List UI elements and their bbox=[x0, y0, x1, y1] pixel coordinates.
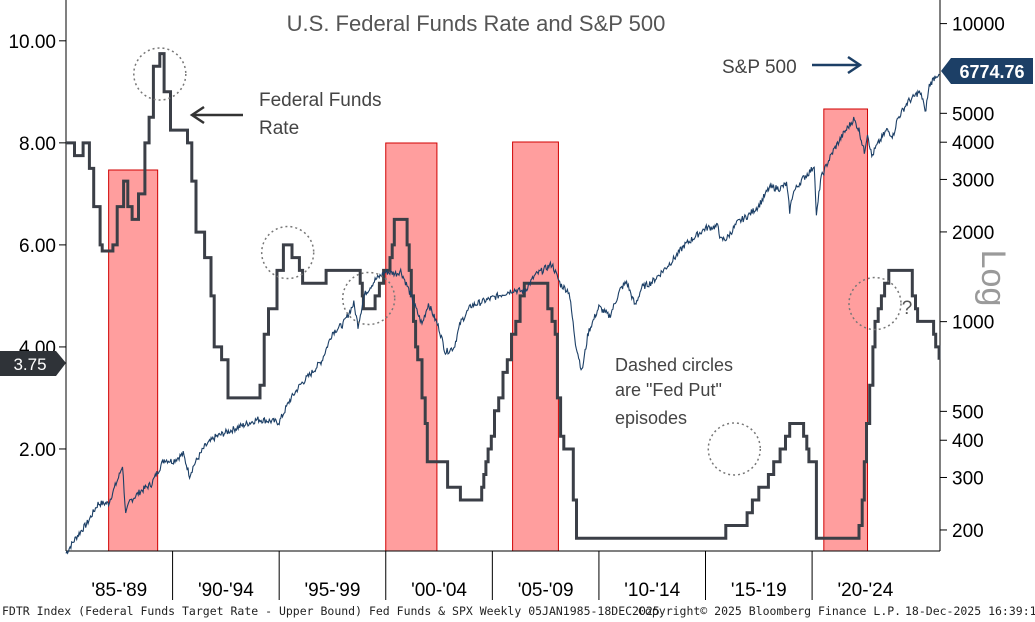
right-tick-label: 4000 bbox=[952, 133, 994, 154]
right-tick-label: 5000 bbox=[952, 104, 994, 125]
annotation-note-line3: episodes bbox=[615, 408, 687, 428]
left-tick-label: 2.00 bbox=[19, 440, 56, 461]
fed-put-circles bbox=[133, 47, 902, 476]
annotation-arrow-right-icon bbox=[812, 55, 863, 75]
left-tick-label: 8.00 bbox=[19, 134, 56, 155]
fed-put-circle bbox=[707, 422, 762, 476]
x-tick-label: '85-'89 bbox=[91, 580, 147, 600]
left-tick-label: 6.00 bbox=[19, 236, 56, 257]
fed-put-circle bbox=[133, 47, 187, 101]
annotation-fed-funds-line1: Federal Funds bbox=[259, 90, 382, 111]
x-tick-label: '20-'24 bbox=[837, 580, 893, 600]
chart-title: U.S. Federal Funds Rate and S&P 500 bbox=[287, 11, 666, 36]
plot-frame bbox=[65, 0, 941, 552]
x-tick-label: '05-'09 bbox=[518, 580, 574, 600]
current-spx-tag: 6774.76 bbox=[941, 58, 1033, 84]
x-tick-label: '90-'94 bbox=[198, 580, 254, 600]
right-tick-label: 10000 bbox=[952, 15, 1005, 36]
recession-band bbox=[823, 108, 869, 552]
fed-put-circle bbox=[341, 271, 396, 326]
annotation-note-line1: Dashed circles bbox=[615, 355, 733, 375]
right-tick-label: 2000 bbox=[952, 223, 994, 244]
right-tick-label: 300 bbox=[952, 468, 984, 489]
recession-band bbox=[385, 142, 438, 552]
x-tick-label: '15-'19 bbox=[731, 580, 787, 600]
current-fed-funds-value: 3.75 bbox=[13, 355, 46, 374]
right-tick-label: 1000 bbox=[952, 313, 994, 334]
right-tick-label: 400 bbox=[952, 431, 984, 452]
annotation-note-line2: are "Fed Put" bbox=[615, 380, 722, 400]
x-tick-label: '10-'14 bbox=[624, 580, 680, 600]
x-tick-label: '00-'04 bbox=[411, 580, 467, 600]
chart: '85-'89 '90-'94 '95-'99 '00-'04 '05-'09 '10-'… bbox=[0, 0, 1033, 600]
right-tick-label: 500 bbox=[952, 402, 984, 423]
right-axis-label: Log bbox=[974, 250, 1012, 307]
annotation-fed-funds-line2: Rate bbox=[259, 118, 299, 139]
footer-source: FDTR Index (Federal Funds Target Rate - … bbox=[2, 604, 660, 618]
current-spx-value: 6774.76 bbox=[959, 62, 1024, 82]
x-axis: '85-'89 '90-'94 '95-'99 '00-'04 '05-'09 '10-'… bbox=[91, 551, 894, 600]
fed-put-circle bbox=[848, 276, 902, 331]
footer-timestamp: 18-Dec-2025 16:39:12 bbox=[905, 604, 1035, 618]
series-line-fed-funds bbox=[66, 52, 941, 540]
right-tick-label: 200 bbox=[952, 521, 984, 542]
annotation-arrow-left-icon bbox=[189, 105, 243, 125]
annotation-question-mark: ? bbox=[902, 298, 913, 319]
series-line-spx bbox=[65, 73, 940, 555]
annotation-spx-label: S&P 500 bbox=[722, 57, 797, 78]
current-fed-funds-tag: 3.75 bbox=[0, 351, 66, 376]
right-axis: 200 300 400 500 1000 2000 3000 4000 5000 10000 bbox=[940, 15, 1005, 542]
recession-bands bbox=[108, 108, 869, 552]
right-tick-label: 3000 bbox=[952, 170, 994, 191]
series bbox=[65, 52, 941, 555]
x-tick-label: '95-'99 bbox=[305, 580, 361, 600]
left-tick-label: 10.00 bbox=[8, 32, 56, 53]
fed-put-circle bbox=[260, 225, 315, 280]
footer-copyright: Copyright© 2025 Bloomberg Finance L.P. bbox=[638, 604, 902, 618]
recession-band bbox=[512, 141, 559, 552]
